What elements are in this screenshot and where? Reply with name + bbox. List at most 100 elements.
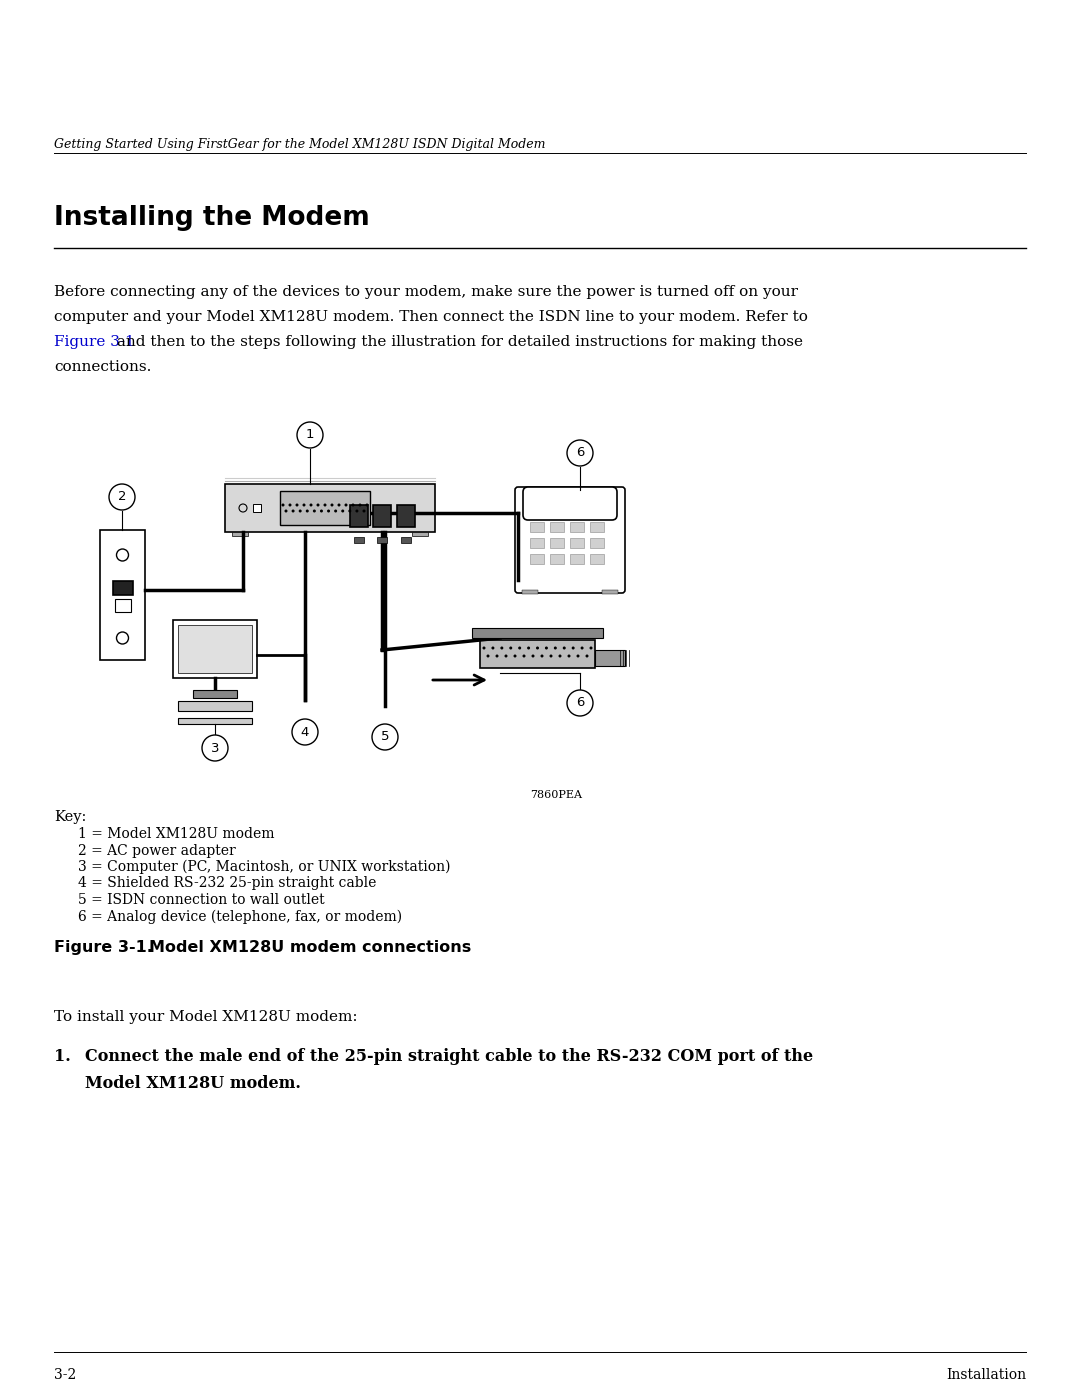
Circle shape <box>581 647 583 650</box>
Circle shape <box>567 655 570 658</box>
Text: 3: 3 <box>211 742 219 754</box>
Text: Figure 3-1.: Figure 3-1. <box>54 940 153 956</box>
Circle shape <box>351 503 354 507</box>
Circle shape <box>330 503 334 507</box>
Bar <box>178 718 252 724</box>
Circle shape <box>365 503 368 507</box>
Text: To install your Model XM128U modem:: To install your Model XM128U modem: <box>54 1010 357 1024</box>
Text: Installing the Modem: Installing the Modem <box>54 205 369 231</box>
Text: connections.: connections. <box>54 360 151 374</box>
Bar <box>377 536 387 543</box>
Circle shape <box>372 724 399 750</box>
Text: Getting Started Using FirstGear for the Model XM128U ISDN Digital Modem: Getting Started Using FirstGear for the … <box>54 138 545 151</box>
Bar <box>590 555 604 564</box>
Text: Installation: Installation <box>946 1368 1026 1382</box>
Circle shape <box>292 510 295 513</box>
Bar <box>100 529 145 659</box>
Circle shape <box>327 510 330 513</box>
Bar <box>550 522 564 532</box>
Bar <box>193 690 237 698</box>
Circle shape <box>567 440 593 467</box>
Circle shape <box>571 647 575 650</box>
Bar <box>472 629 603 638</box>
Circle shape <box>513 655 516 658</box>
Bar <box>114 599 131 612</box>
Circle shape <box>590 647 593 650</box>
Bar <box>570 538 584 548</box>
Text: and then to the steps following the illustration for detailed instructions for m: and then to the steps following the illu… <box>112 335 804 349</box>
Circle shape <box>349 510 351 513</box>
Circle shape <box>313 510 315 513</box>
Circle shape <box>518 647 522 650</box>
Circle shape <box>486 655 489 658</box>
Bar <box>112 581 133 595</box>
FancyBboxPatch shape <box>523 488 617 520</box>
Circle shape <box>282 503 284 507</box>
Circle shape <box>284 510 287 513</box>
Text: Figure 3-1: Figure 3-1 <box>54 335 135 349</box>
Bar <box>522 590 538 594</box>
Circle shape <box>299 510 301 513</box>
Circle shape <box>527 647 530 650</box>
Circle shape <box>536 647 539 650</box>
Bar <box>595 650 625 666</box>
Text: Before connecting any of the devices to your modem, make sure the power is turne: Before connecting any of the devices to … <box>54 285 798 299</box>
Circle shape <box>292 719 318 745</box>
Circle shape <box>540 655 543 658</box>
Bar <box>602 590 618 594</box>
Circle shape <box>316 503 320 507</box>
Text: Key:: Key: <box>54 810 86 824</box>
Bar <box>354 536 364 543</box>
Circle shape <box>567 690 593 717</box>
Circle shape <box>550 655 553 658</box>
Text: 1.: 1. <box>54 1048 71 1065</box>
FancyBboxPatch shape <box>280 490 370 525</box>
Circle shape <box>296 503 298 507</box>
Circle shape <box>577 655 580 658</box>
Circle shape <box>288 503 292 507</box>
Circle shape <box>359 503 362 507</box>
Text: 6 = Analog device (telephone, fax, or modem): 6 = Analog device (telephone, fax, or mo… <box>78 909 402 923</box>
Circle shape <box>109 483 135 510</box>
Bar <box>550 555 564 564</box>
Bar <box>178 624 252 673</box>
Circle shape <box>334 510 337 513</box>
FancyBboxPatch shape <box>515 488 625 592</box>
Text: 1 = Model XM128U modem: 1 = Model XM128U modem <box>78 827 274 841</box>
Bar <box>350 504 368 527</box>
Text: 5: 5 <box>381 731 389 743</box>
Text: 1: 1 <box>306 429 314 441</box>
Bar <box>530 555 544 564</box>
Bar <box>401 536 411 543</box>
Circle shape <box>558 655 562 658</box>
Bar <box>570 522 584 532</box>
Text: 4: 4 <box>301 725 309 739</box>
Circle shape <box>531 655 535 658</box>
Circle shape <box>585 655 589 658</box>
Bar <box>530 522 544 532</box>
Bar <box>397 504 415 527</box>
Circle shape <box>202 735 228 761</box>
Bar <box>590 538 604 548</box>
Text: Model XM128U modem connections: Model XM128U modem connections <box>149 940 471 956</box>
Bar <box>373 504 391 527</box>
Circle shape <box>355 510 359 513</box>
Circle shape <box>345 503 348 507</box>
Bar <box>232 532 248 536</box>
Circle shape <box>510 647 512 650</box>
Bar <box>411 532 428 536</box>
Circle shape <box>496 655 499 658</box>
Circle shape <box>302 503 306 507</box>
Bar <box>178 701 252 711</box>
Text: 5 = ISDN connection to wall outlet: 5 = ISDN connection to wall outlet <box>78 893 325 907</box>
Circle shape <box>341 510 345 513</box>
Circle shape <box>337 503 340 507</box>
Text: computer and your Model XM128U modem. Then connect the ISDN line to your modem. : computer and your Model XM128U modem. Th… <box>54 310 808 324</box>
Bar <box>530 538 544 548</box>
Bar <box>480 640 595 668</box>
Circle shape <box>483 647 486 650</box>
Circle shape <box>545 647 548 650</box>
Bar <box>253 504 261 511</box>
Circle shape <box>491 647 495 650</box>
Circle shape <box>306 510 309 513</box>
